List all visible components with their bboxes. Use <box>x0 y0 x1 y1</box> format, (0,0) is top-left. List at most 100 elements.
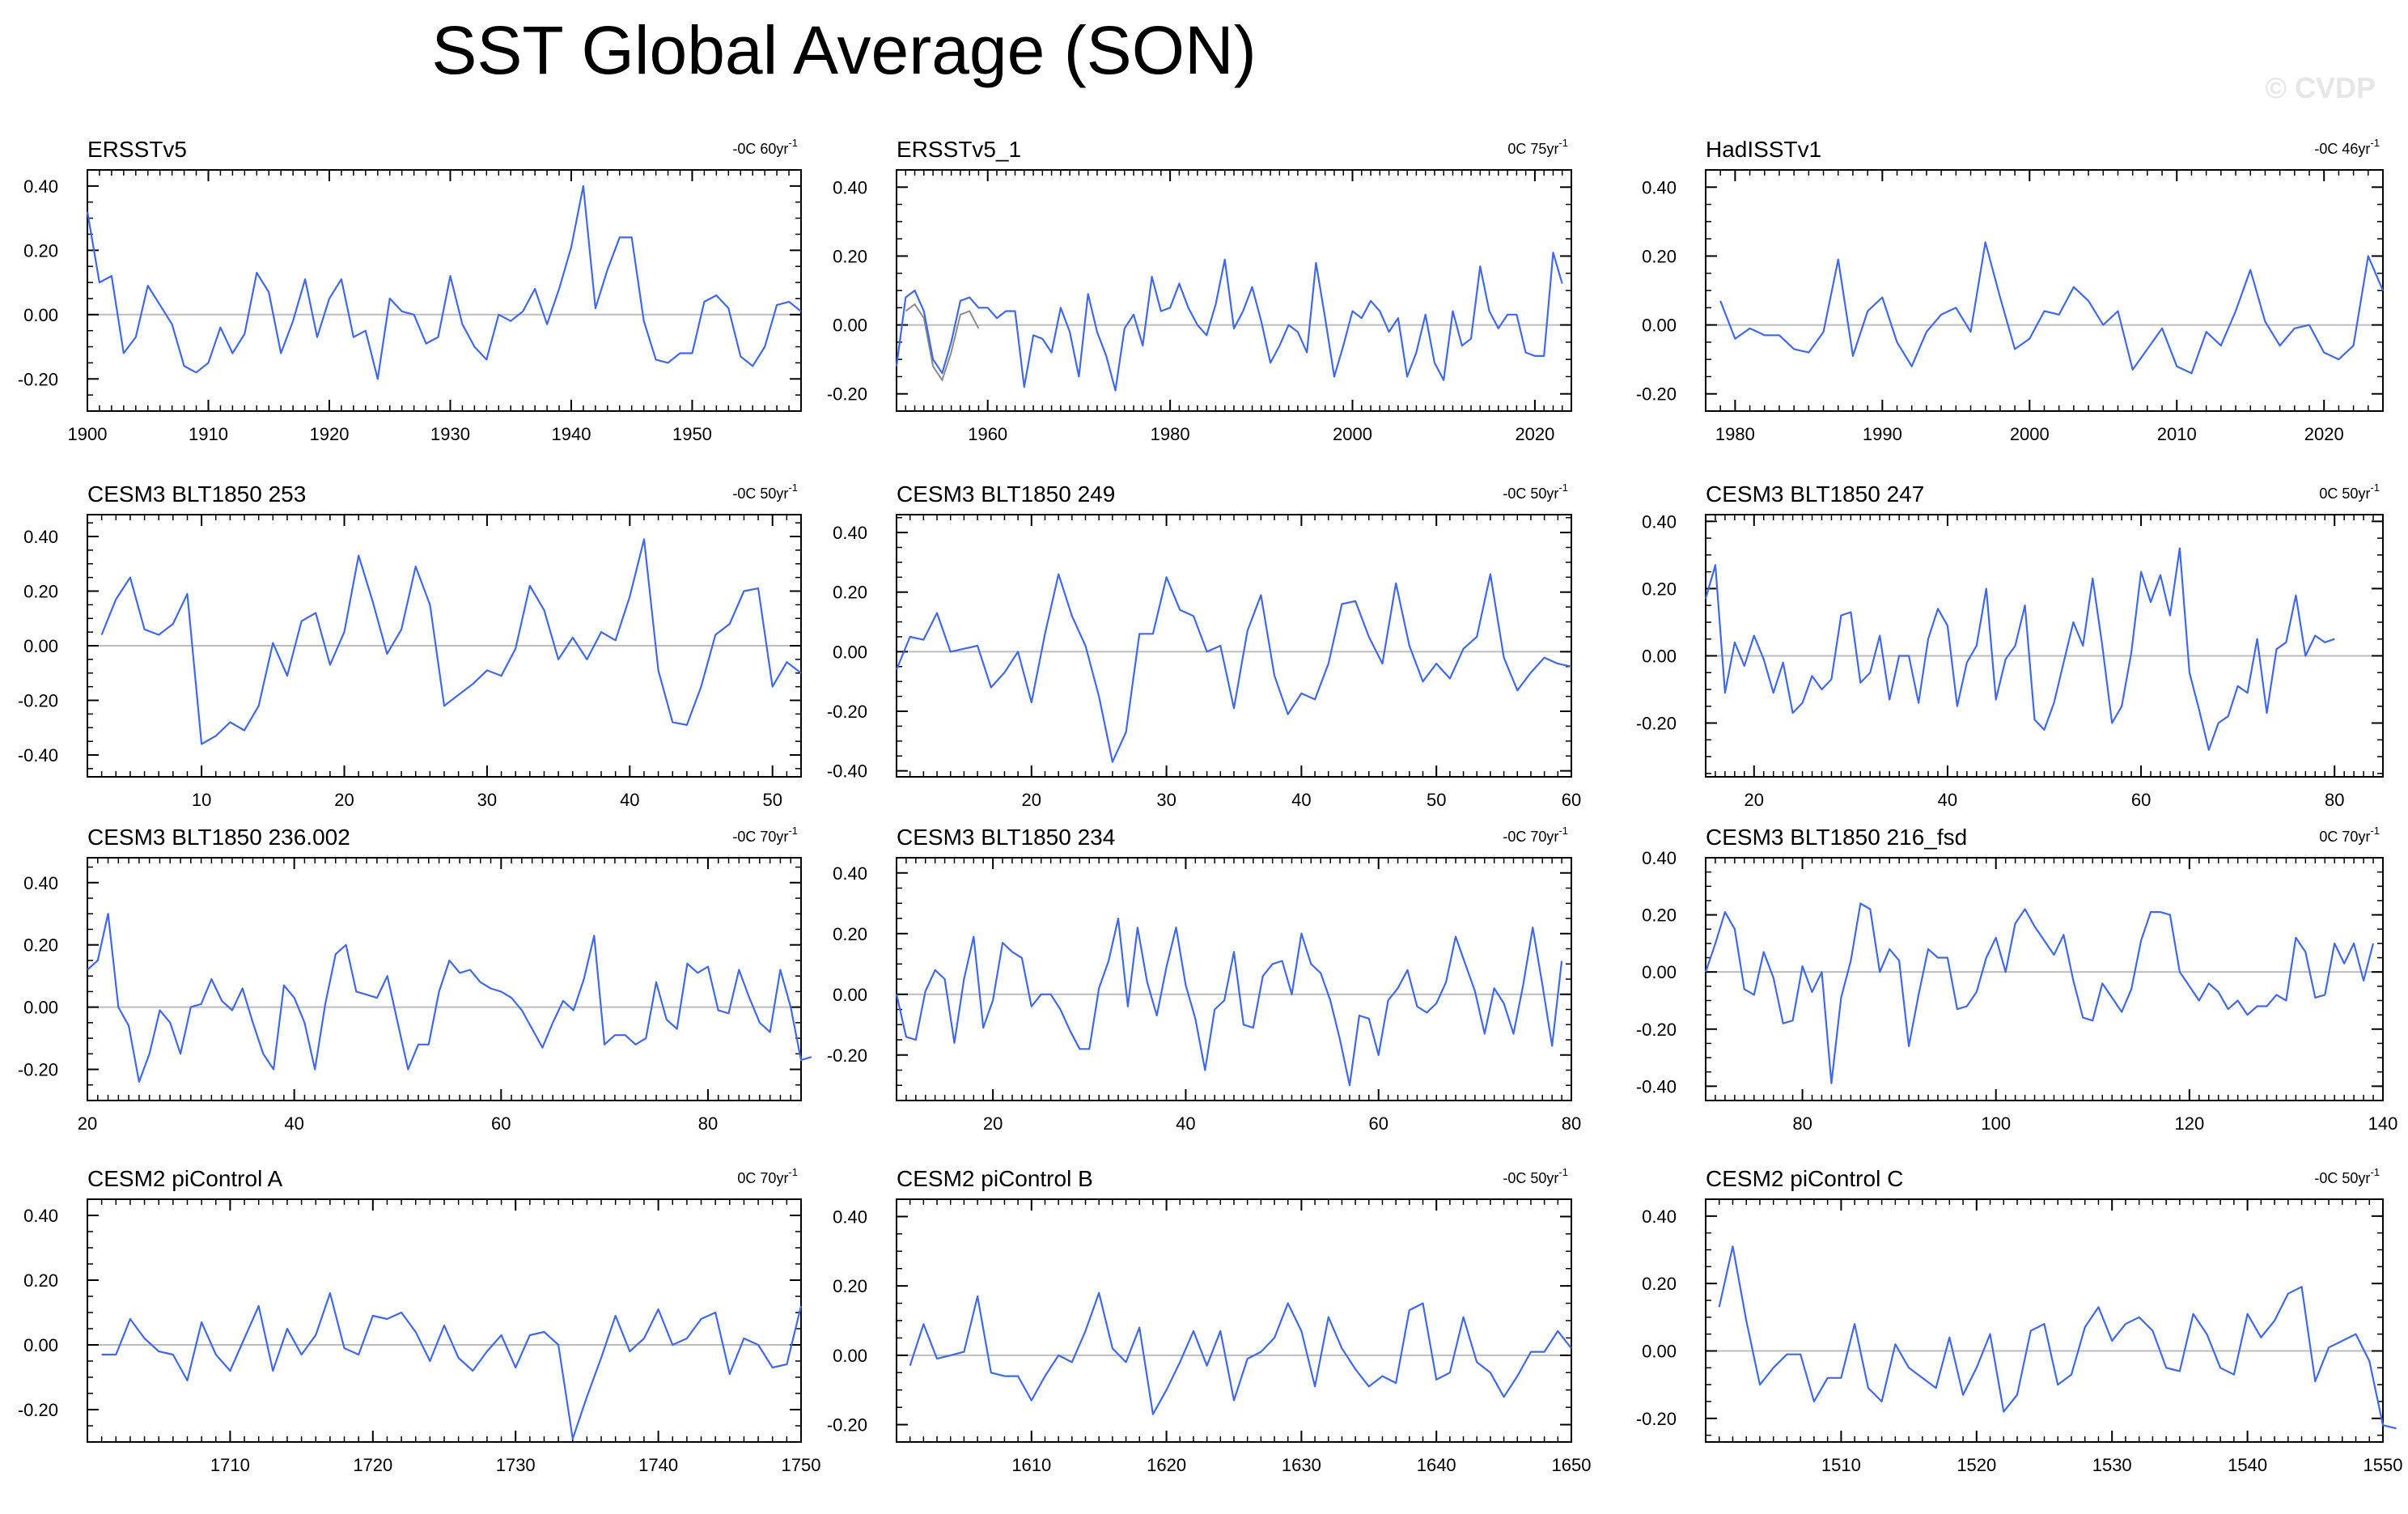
y-tick-label: 0.40 <box>23 176 58 197</box>
x-tick-label: 80 <box>1562 1113 1581 1134</box>
y-tick-label: 0.00 <box>1642 962 1677 982</box>
series-line <box>895 917 1563 1087</box>
y-tick-label: 0.40 <box>23 527 58 547</box>
trend-value: 0C 70yr <box>2319 829 2370 845</box>
y-tick-label: 0.00 <box>833 985 867 1005</box>
series-line <box>1704 547 2335 751</box>
x-tick-label: 140 <box>2368 1113 2398 1134</box>
plot-frame <box>896 169 1572 412</box>
y-tick-label: -0.40 <box>18 745 58 765</box>
y-tick-label: -0.20 <box>827 1415 867 1436</box>
x-tick-label: 1610 <box>1011 1455 1051 1475</box>
series-line <box>87 913 812 1084</box>
y-tick-label: 0.00 <box>1642 1342 1677 1362</box>
y-tick-label: -0.20 <box>18 369 58 389</box>
x-tick-label: 80 <box>1792 1113 1812 1134</box>
chart-panel: 1610 1620 1630 1640 1650 -0.20 0.00 0.20 0.40 CES… <box>827 1166 1592 1475</box>
trend-label: -0C 50yr-1 <box>732 481 798 502</box>
x-tick-label: 40 <box>620 790 639 810</box>
y-tick-label: 0.20 <box>833 1276 867 1296</box>
trend-value: -0C 50yr <box>1503 1170 1558 1186</box>
y-tick-label: -0.20 <box>18 691 58 711</box>
chart-panel: 10 20 30 40 50 -0.40 -0.20 0.00 0.20 0.40 CESM3 BL… <box>18 481 802 810</box>
x-tick-label: 60 <box>491 1113 511 1134</box>
x-tick-label: 40 <box>1291 790 1311 810</box>
x-tick-label: 2020 <box>1515 424 1554 444</box>
x-tick-label: 1930 <box>430 424 470 444</box>
panel-title: CESM2 piControl B <box>897 1166 1093 1191</box>
y-tick-label: 0.20 <box>1642 1274 1677 1294</box>
x-tick-label: 2020 <box>2304 424 2344 444</box>
x-tick-label: 1550 <box>2363 1455 2403 1475</box>
y-tick-label: 0.40 <box>23 873 58 893</box>
trend-label: -0C 60yr-1 <box>732 137 798 157</box>
y-tick-label: 0.40 <box>833 1207 867 1227</box>
panel-title: CESM3 BLT1850 253 <box>87 481 306 507</box>
plot-frame <box>87 169 802 412</box>
y-tick-label: 0.00 <box>833 1346 867 1366</box>
trend-value: -0C 70yr <box>1503 829 1558 845</box>
x-tick-label: 40 <box>284 1113 303 1134</box>
trend-exponent: -1 <box>788 137 798 149</box>
panel-title: CESM2 piControl C <box>1706 1166 1903 1191</box>
series-line <box>909 1291 1572 1415</box>
series-line <box>86 184 802 380</box>
x-tick-label: 1520 <box>1956 1455 1996 1475</box>
y-tick-label: 0.20 <box>833 583 867 603</box>
y-tick-label: 0.00 <box>833 316 867 336</box>
panel-title: CESM3 BLT1850 236.002 <box>87 825 350 850</box>
x-tick-label: 20 <box>334 790 354 810</box>
chart-panel: 20 30 40 50 60 -0.40 -0.20 0.00 0.20 0.40 CESM3 BL… <box>827 481 1581 810</box>
x-tick-label: 1620 <box>1147 1455 1186 1475</box>
x-tick-label: 1650 <box>1552 1455 1592 1475</box>
x-tick-label: 1640 <box>1417 1455 1456 1475</box>
trend-exponent: -1 <box>1558 825 1568 837</box>
panel-title: ERSSTv5_1 <box>897 137 1021 162</box>
panel-title: CESM2 piControl A <box>87 1166 283 1191</box>
y-tick-label: 0.40 <box>1642 848 1677 868</box>
y-tick-label: -0.20 <box>18 1400 58 1420</box>
trend-exponent: -1 <box>2370 825 2380 837</box>
panel-title: CESM3 BLT1850 216_fsd <box>1706 825 1967 850</box>
y-tick-label: -0.20 <box>827 1045 867 1066</box>
plot-frame <box>896 1198 1572 1443</box>
y-tick-label: 0.40 <box>833 177 867 197</box>
y-tick-label: 0.40 <box>23 1206 58 1226</box>
trend-label: -0C 50yr-1 <box>1503 1166 1568 1186</box>
chart-panel: 1980 1990 2000 2010 2020 -0.20 0.00 0.20 0.40 Had… <box>1636 137 2385 444</box>
chart-panel: 1900 1910 1920 1930 1940 1950 -0.20 0.00 0.20 0.4… <box>18 137 802 444</box>
y-tick-label: 0.20 <box>1642 905 1677 926</box>
trend-value: 0C 50yr <box>2319 486 2370 502</box>
trend-label: -0C 46yr-1 <box>2314 137 2380 157</box>
chart-panel: 1710 1720 1730 1740 1750 -0.20 0.00 0.20 0.40 CES… <box>18 1166 821 1475</box>
y-tick-label: -0.20 <box>18 1060 58 1080</box>
trend-exponent: -1 <box>1558 1166 1568 1178</box>
x-tick-label: 2010 <box>2157 424 2197 444</box>
y-tick-label: 0.20 <box>23 582 58 602</box>
trend-exponent: -1 <box>2370 1166 2380 1178</box>
x-tick-label: 1910 <box>189 424 228 444</box>
x-tick-label: 80 <box>2325 790 2344 810</box>
x-tick-label: 120 <box>2174 1113 2204 1134</box>
trend-value: -0C 46yr <box>2314 141 2370 157</box>
chart-panel: 80 100 120 140 -0.40 -0.20 0.00 0.20 0.40 CESM3 B… <box>1636 825 2398 1134</box>
y-tick-label: -0.40 <box>1636 1076 1677 1096</box>
trend-value: -0C 50yr <box>732 486 788 502</box>
x-tick-label: 1960 <box>968 424 1007 444</box>
series-line <box>100 538 802 745</box>
series-line <box>101 1291 803 1440</box>
x-tick-label: 20 <box>1022 790 1041 810</box>
x-tick-label: 60 <box>1562 790 1581 810</box>
panel-title: HadISSTv1 <box>1706 137 1821 162</box>
panel-title: ERSSTv5 <box>87 137 187 162</box>
series-line <box>1704 902 2375 1084</box>
y-tick-label: -0.20 <box>1636 1020 1677 1040</box>
x-tick-label: 1720 <box>353 1455 392 1475</box>
x-tick-label: 1510 <box>1821 1455 1861 1475</box>
x-tick-label: 20 <box>983 1113 1003 1134</box>
chart-panel: 1510 1520 1530 1540 1550 -0.20 0.00 0.20 0.40 CES… <box>1636 1166 2403 1475</box>
series-line <box>1719 241 2385 375</box>
chart-title: SST Global Average (SON) <box>431 12 1257 88</box>
y-tick-label: 0.20 <box>23 240 58 261</box>
